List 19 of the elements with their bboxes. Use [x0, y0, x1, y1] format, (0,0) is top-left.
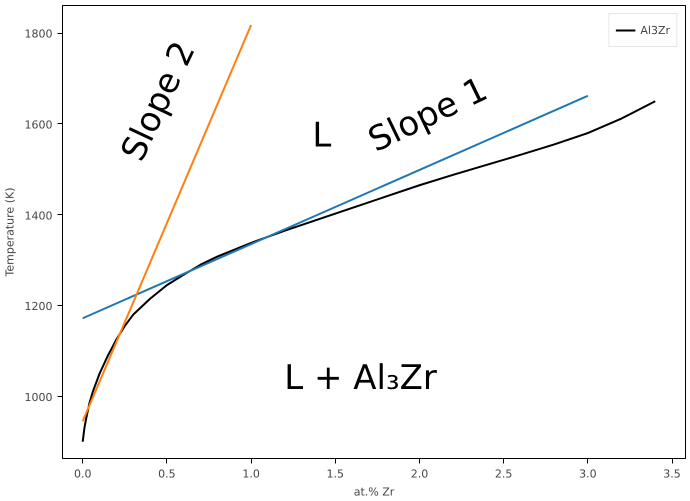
x-tick-label: 2.0: [410, 468, 428, 480]
y-tick-label: 1000: [24, 390, 53, 404]
x-axis-title: at.% Zr: [354, 486, 395, 498]
annotation: Slope 1: [362, 69, 494, 160]
legend-label: Al3Zr: [640, 24, 670, 36]
y-tick-label: 1600: [24, 118, 53, 132]
x-tick-label: 0.5: [158, 468, 176, 480]
x-tick-label: 1.0: [242, 468, 260, 480]
x-tick-label: 1.5: [326, 468, 344, 480]
x-tick-label: 0.0: [74, 468, 92, 480]
y-tick-label: 1800: [24, 28, 53, 41]
annotation: L: [312, 115, 332, 156]
x-tick-label: 3.5: [663, 468, 681, 480]
y-tick-label: 1200: [24, 300, 53, 314]
x-tick-label: 2.5: [494, 468, 512, 480]
y-axis-title: Temperature (K): [4, 188, 17, 278]
x-tick-label: 3.0: [579, 468, 597, 480]
y-tick-label: 1400: [24, 209, 53, 222]
annotation: L + Al₃Zr: [284, 358, 437, 398]
